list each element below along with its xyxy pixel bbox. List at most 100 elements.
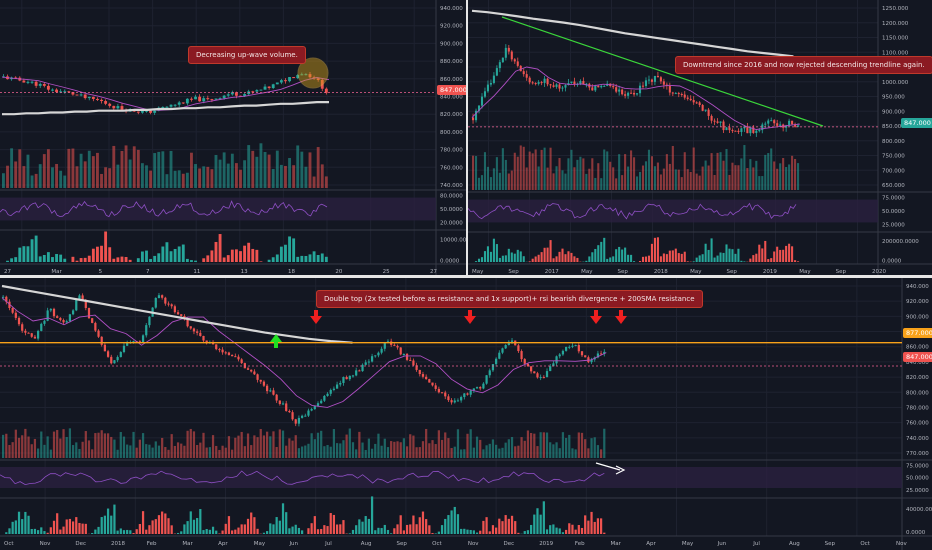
volume-bar xyxy=(320,430,323,458)
volume-bar xyxy=(603,149,606,190)
price-axis-tick: 900.000 xyxy=(882,109,905,115)
candle-body xyxy=(603,85,606,87)
macd-bar xyxy=(543,247,546,262)
candle-body xyxy=(246,368,250,370)
macd-bar xyxy=(165,242,169,262)
volume-bar xyxy=(437,430,440,458)
candle-body xyxy=(590,359,593,363)
macd-bar xyxy=(561,532,565,534)
volume-bar xyxy=(513,152,516,190)
volume-bar xyxy=(154,441,157,458)
volume-bar xyxy=(453,446,456,458)
x-axis-tick: Aug xyxy=(789,541,800,547)
macd-bar xyxy=(797,261,800,262)
volume-bar xyxy=(638,171,642,190)
macd-bar xyxy=(119,528,122,534)
volume-bar xyxy=(627,166,630,190)
macd-bar xyxy=(34,235,38,262)
volume-bar xyxy=(599,449,603,458)
macd-bar xyxy=(399,515,402,534)
macd-bar xyxy=(202,258,206,262)
candle-body xyxy=(510,51,513,60)
price-axis-tick: 850.000 xyxy=(882,124,905,130)
candle-body xyxy=(731,130,734,132)
volume-bar xyxy=(504,159,507,190)
chart-top-left: 940.000 920.000 900.000 880.000 860.000 840.0… xyxy=(0,0,466,275)
volume-bar xyxy=(542,432,545,458)
macd-bar xyxy=(558,528,561,534)
candle-body xyxy=(296,75,300,79)
macd-bar xyxy=(308,254,312,262)
x-axis-tick: Apr xyxy=(218,541,228,547)
candle-body xyxy=(194,96,197,100)
macd-bar xyxy=(440,525,444,534)
macd-bar xyxy=(450,510,453,534)
candle-body xyxy=(483,91,487,97)
volume-bar xyxy=(288,438,291,458)
candle-body xyxy=(791,120,794,125)
macd-bar xyxy=(291,526,294,534)
volume-bar xyxy=(722,160,725,190)
macd-bar xyxy=(758,244,761,262)
candle-body xyxy=(227,352,231,355)
x-axis-tick: 2017 xyxy=(545,269,559,275)
candle-body xyxy=(644,80,648,87)
volume-bar xyxy=(304,445,307,458)
volume-bar xyxy=(418,447,421,458)
macd-bar xyxy=(297,527,301,534)
macd-bar xyxy=(479,530,482,534)
candle-body xyxy=(122,345,126,353)
macd-bar xyxy=(116,257,120,262)
candle-body xyxy=(707,109,710,116)
candle-body xyxy=(173,104,177,106)
red-arrow-down-icon xyxy=(310,310,322,324)
x-axis-tick: 11 xyxy=(193,269,200,275)
macd-bar xyxy=(43,531,46,534)
macd-bar xyxy=(288,528,291,534)
macd-bar xyxy=(215,530,218,534)
volume-bar xyxy=(534,149,537,190)
volume-bar xyxy=(323,446,326,458)
volume-bar xyxy=(196,445,199,458)
volume-bar xyxy=(533,433,536,458)
macd-bar xyxy=(716,255,719,262)
macd-bar xyxy=(534,256,537,262)
macd-bar xyxy=(285,512,288,534)
volume-bar xyxy=(596,445,600,458)
macd-bar xyxy=(621,249,624,262)
price-axis-tick: 860.000 xyxy=(440,77,463,83)
macd-bar xyxy=(110,515,113,534)
macd-bar xyxy=(292,238,296,262)
volume-bar xyxy=(300,446,304,458)
macd-bar xyxy=(552,524,555,534)
volume-bar xyxy=(785,166,788,190)
volume-bar xyxy=(393,441,396,458)
volume-bar xyxy=(507,439,510,458)
x-axis-tick: 27 xyxy=(430,269,437,275)
volume-bar xyxy=(482,449,485,458)
x-axis-tick: Sep xyxy=(727,269,738,275)
macd-bar xyxy=(695,257,698,262)
volume-bar xyxy=(570,149,573,190)
panel-separator-vertical xyxy=(466,0,468,275)
volume-bar xyxy=(624,154,627,190)
macd-bar xyxy=(128,259,132,262)
macd-bar xyxy=(536,508,539,534)
candle-body xyxy=(523,359,526,364)
macd-bar xyxy=(240,524,243,534)
macd-bar xyxy=(475,532,479,534)
candle-body xyxy=(67,91,71,93)
candle-body xyxy=(255,90,259,92)
macd-bar xyxy=(377,527,380,534)
macd-bar xyxy=(91,248,95,262)
chart-bottom: 940.000920.000900.000880.000860.000840.0… xyxy=(0,278,932,550)
macd-bar xyxy=(402,530,405,534)
volume-bar xyxy=(731,162,734,190)
price-axis-tick: 780.000 xyxy=(440,148,463,154)
candle-body xyxy=(87,307,91,319)
volume-bar xyxy=(128,159,132,188)
macd-bar xyxy=(571,524,574,534)
macd-bar xyxy=(205,529,208,534)
volume-bar xyxy=(271,169,275,188)
volume-bar xyxy=(255,156,259,188)
